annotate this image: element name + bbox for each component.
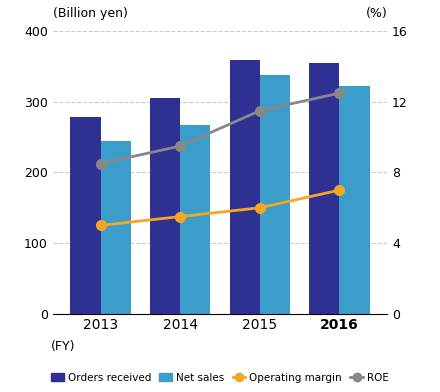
Bar — [70, 118, 101, 314]
Legend: Orders received, Net sales, Operating margin, ROE: Orders received, Net sales, Operating ma… — [47, 368, 393, 387]
Text: (FY): (FY) — [51, 340, 76, 354]
Bar — [309, 63, 339, 314]
Text: (Billion yen): (Billion yen) — [53, 7, 128, 20]
Bar — [150, 98, 180, 314]
Bar — [101, 141, 131, 314]
Bar — [180, 125, 210, 314]
Bar — [339, 86, 370, 314]
Bar — [230, 60, 260, 314]
Bar — [260, 75, 290, 314]
Text: (%): (%) — [366, 7, 387, 20]
